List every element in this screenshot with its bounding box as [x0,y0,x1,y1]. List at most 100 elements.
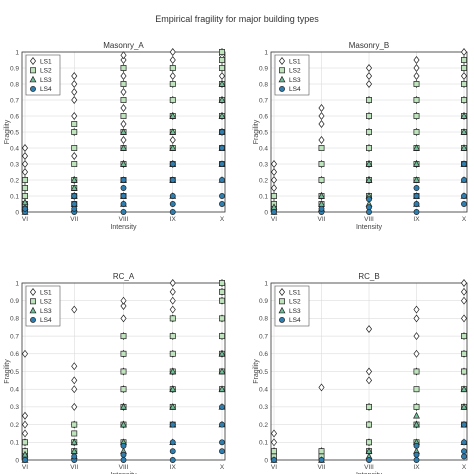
data-point [218,367,226,375]
data-point [120,296,127,305]
data-point [318,104,325,112]
x-tick-label: VII [70,216,78,223]
y-tick-label: 0.8 [259,81,268,88]
data-point [461,201,467,207]
x-tick-label: X [462,464,467,471]
y-axis-label: Fragility [253,359,260,384]
data-point [365,325,373,333]
y-tick-label: 0 [264,457,268,464]
data-point [218,72,226,80]
data-point [70,184,78,191]
data-point [318,136,325,144]
legend-marker [30,298,36,305]
data-point [461,65,467,71]
data-point [71,129,78,135]
data-point [461,81,467,87]
data-point [169,279,176,287]
y-tick-label: 0.1 [259,440,268,447]
series-ls4 [271,421,467,463]
y-tick-label: 0.6 [259,351,268,358]
legend-marker [30,85,36,92]
data-point [413,56,420,64]
legend-entry: LS3 [40,77,52,84]
data-point [22,185,28,191]
data-point [70,176,78,183]
data-point [460,314,468,323]
x-tick-label: VI [22,464,28,471]
x-tick-label: X [220,464,225,471]
data-point [413,185,420,191]
data-point [413,442,420,449]
data-point [21,198,29,206]
data-point [169,56,176,64]
data-point [169,315,176,322]
data-point [219,297,225,304]
data-point [71,88,78,96]
data-point [218,385,226,392]
data-point [318,457,325,463]
data-point [218,80,226,87]
data-point [169,350,176,357]
data-point [218,349,226,357]
y-tick-label: 0.2 [259,177,268,184]
data-point [271,448,277,455]
data-point [365,160,373,167]
data-point [169,385,177,392]
y-tick-label: 1 [264,280,268,287]
data-point [21,411,29,420]
data-point [71,205,78,212]
data-point [318,112,325,120]
y-tick-label: 0.8 [259,316,268,323]
data-point [318,383,325,392]
data-point [366,457,372,463]
legend-entry: LS1 [289,58,301,65]
data-point [120,72,127,80]
legend-entry: LS1 [289,289,301,296]
data-point [120,65,127,71]
data-point [365,176,373,183]
data-point [71,161,78,167]
legend-entry: LS1 [40,289,52,296]
data-point [169,403,177,410]
legend-marker [279,316,285,323]
x-tick-label: IX [170,464,177,471]
y-tick-label: 0 [264,209,268,216]
x-tick-label: X [462,216,467,223]
x-tick-label: VIII [119,464,129,471]
data-point [413,81,420,87]
data-point [219,403,225,410]
y-tick-label: 0.9 [10,298,19,305]
data-point [120,136,127,144]
data-point [120,420,127,428]
data-point [71,453,78,460]
y-tick-label: 0.1 [10,440,19,447]
data-point [71,385,78,394]
data-point [219,65,225,71]
legend-marker [279,67,285,74]
chart-panel-masonry-a: 0 0.1 0.2 0.3 0.4 0.5 0.6 0.7 0.8 0.9 1 VI VII VIII IX… [4,41,226,231]
legend-marker [278,75,286,83]
chart-title: RC_A [113,272,135,281]
legend-entry: LS2 [40,68,52,75]
data-point [318,145,325,151]
data-point [120,177,127,183]
data-point [271,457,277,463]
data-point [120,457,127,463]
data-point [169,112,177,119]
data-point [218,96,226,103]
y-tick-label: 0.2 [10,422,19,429]
data-point [270,438,278,447]
legend-marker [278,306,286,314]
y-tick-label: 1 [264,49,268,56]
data-point [365,367,373,376]
data-point [461,368,467,375]
data-point [219,201,225,207]
data-point [71,72,78,80]
data-point [21,420,29,429]
data-point [120,209,127,215]
x-axis-label: Intensity [356,224,383,231]
chart-panel-masonry-b: 0 0.1 0.2 0.3 0.4 0.5 0.6 0.7 0.8 0.9 1 VI VII VIII IX… [253,41,468,231]
data-point [318,448,325,455]
data-point [169,48,176,56]
data-point [71,152,78,160]
